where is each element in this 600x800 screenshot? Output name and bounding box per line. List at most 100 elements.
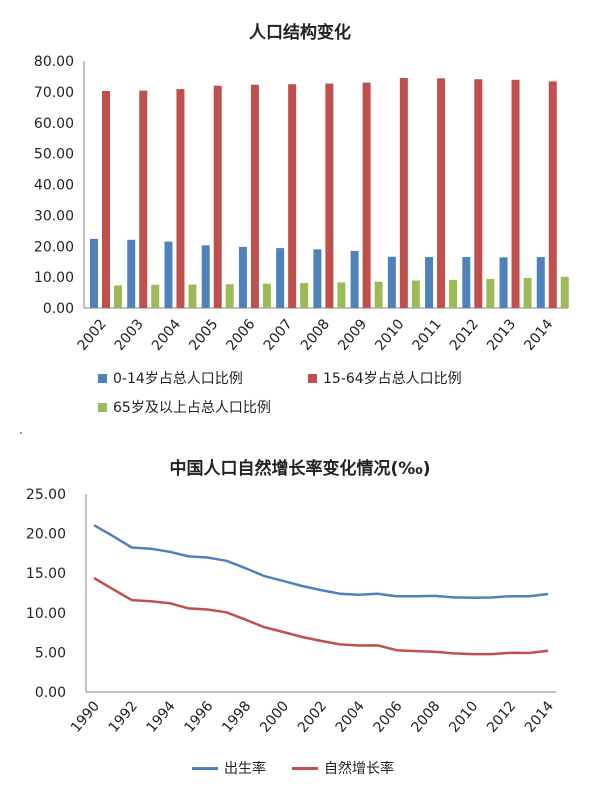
stray-dot [20, 432, 22, 434]
x-tick-label: 2006 [371, 698, 406, 736]
legend-label: 自然增长率 [324, 761, 394, 777]
y-tick-label: 5.00 [35, 645, 66, 661]
bar [536, 257, 545, 308]
x-tick-label: 2002 [295, 698, 330, 736]
x-tick-label: 1998 [219, 698, 254, 736]
y-tick-label: 40.00 [34, 178, 74, 194]
bar [300, 282, 309, 308]
legend-swatch [98, 402, 107, 412]
bar [449, 279, 458, 308]
x-tick-label: 2003 [112, 316, 147, 354]
bar [90, 238, 98, 308]
bar [213, 85, 222, 308]
legend-swatch [98, 373, 107, 383]
x-tick-label: 2011 [410, 316, 445, 354]
x-tick-label: 1990 [68, 698, 103, 736]
x-tick-label: 1996 [181, 698, 216, 736]
birth-rate-line [93, 524, 549, 600]
y-tick-label: 80.00 [34, 54, 74, 70]
y-tick-label: 50.00 [34, 147, 74, 163]
bar [225, 284, 234, 308]
y-tick-label: 25.00 [26, 487, 66, 503]
y-tick-label: 70.00 [34, 85, 74, 101]
bar [474, 79, 483, 308]
legend-swatch [308, 373, 317, 383]
x-tick-label: 2004 [149, 316, 184, 354]
x-tick-label: 2005 [186, 316, 221, 354]
bar [164, 241, 173, 308]
y-tick-label: 30.00 [34, 208, 74, 224]
line-chart: 中国人口自然增长率变化情况(‰) 0.00 5.00 10.00 15.00 20.00… [0, 440, 600, 800]
x-tick-label: 2012 [447, 316, 482, 354]
bar [425, 257, 434, 308]
y-tick-label: 10.00 [34, 270, 74, 286]
legend-item-15-64: 15-64岁占总人口比例 [308, 368, 462, 388]
bar [399, 77, 408, 308]
legend-line [292, 766, 318, 770]
bar [139, 90, 148, 308]
legend-label: 15-64岁占总人口比例 [323, 371, 462, 387]
x-tick-label: 2008 [298, 316, 333, 354]
y-tick-label: 20.00 [26, 527, 66, 543]
legend-line [192, 766, 218, 770]
bar [499, 257, 508, 308]
x-tick-label: 2000 [257, 698, 292, 736]
x-tick-label: 2002 [75, 316, 110, 354]
x-tick-label: 2007 [261, 316, 296, 354]
natural-growth-line [93, 576, 549, 656]
bar [374, 281, 383, 308]
y-tick-label: 60.00 [34, 116, 74, 132]
bar [523, 278, 532, 308]
bar [201, 245, 210, 308]
legend-item-0-14: 0-14岁占总人口比例 [98, 368, 243, 388]
x-tick-label: 2004 [333, 698, 368, 736]
x-tick-label: 2013 [484, 316, 519, 354]
bar [325, 83, 334, 308]
bar [511, 79, 520, 309]
bar [127, 239, 136, 308]
bar [362, 82, 371, 308]
x-tick-label: 2014 [521, 316, 556, 354]
legend-label: 65岁及以上占总人口比例 [113, 400, 271, 416]
y-tick-label: 0.00 [35, 685, 66, 701]
x-tick-label: 2010 [446, 698, 481, 736]
bar-chart-title: 人口结构变化 [249, 23, 351, 43]
bar [238, 246, 247, 308]
bar [387, 256, 396, 308]
bar [188, 284, 197, 308]
bar-chart-plot: 0.00 10.00 20.00 30.00 40.00 50.00 60.00 70.00 8… [34, 54, 569, 354]
x-tick-label: 1994 [144, 698, 179, 736]
bar [548, 81, 557, 308]
x-tick-label: 2010 [372, 316, 407, 354]
bar [411, 280, 420, 308]
bar [288, 84, 297, 308]
legend-item-65-plus: 65岁及以上占总人口比例 [98, 397, 271, 417]
bar [262, 283, 271, 308]
x-tick-label: 2009 [335, 316, 370, 354]
bar [176, 89, 185, 308]
bar [486, 278, 495, 308]
bar [437, 78, 446, 308]
x-tick-label: 2012 [484, 698, 519, 736]
bar [560, 276, 569, 308]
legend-item-birth-rate: 出生率 [192, 758, 266, 778]
x-tick-label: 2008 [408, 698, 443, 736]
line-chart-plot: 0.00 5.00 10.00 15.00 20.00 25.00 1990 1992 1994… [26, 487, 557, 736]
bar [350, 250, 359, 308]
legend-label: 出生率 [224, 761, 266, 777]
y-tick-label: 10.00 [26, 606, 66, 622]
bar [151, 284, 160, 308]
y-tick-label: 15.00 [26, 566, 66, 582]
y-tick-label: 0.00 [43, 301, 74, 317]
bar [276, 248, 285, 308]
line-chart-title: 中国人口自然增长率变化情况(‰) [169, 459, 431, 479]
x-tick-label: 2006 [223, 316, 258, 354]
bar-chart: 人口结构变化 0.00 10.00 20.00 30.00 40.00 50.00 60.0… [34, 23, 569, 417]
bar [114, 285, 122, 308]
x-tick-label: 1992 [106, 698, 141, 736]
bar [462, 257, 471, 308]
bar [337, 282, 346, 308]
bar [102, 90, 110, 308]
legend-item-natural-growth: 自然增长率 [292, 758, 394, 778]
x-tick-label: 2014 [522, 698, 557, 736]
